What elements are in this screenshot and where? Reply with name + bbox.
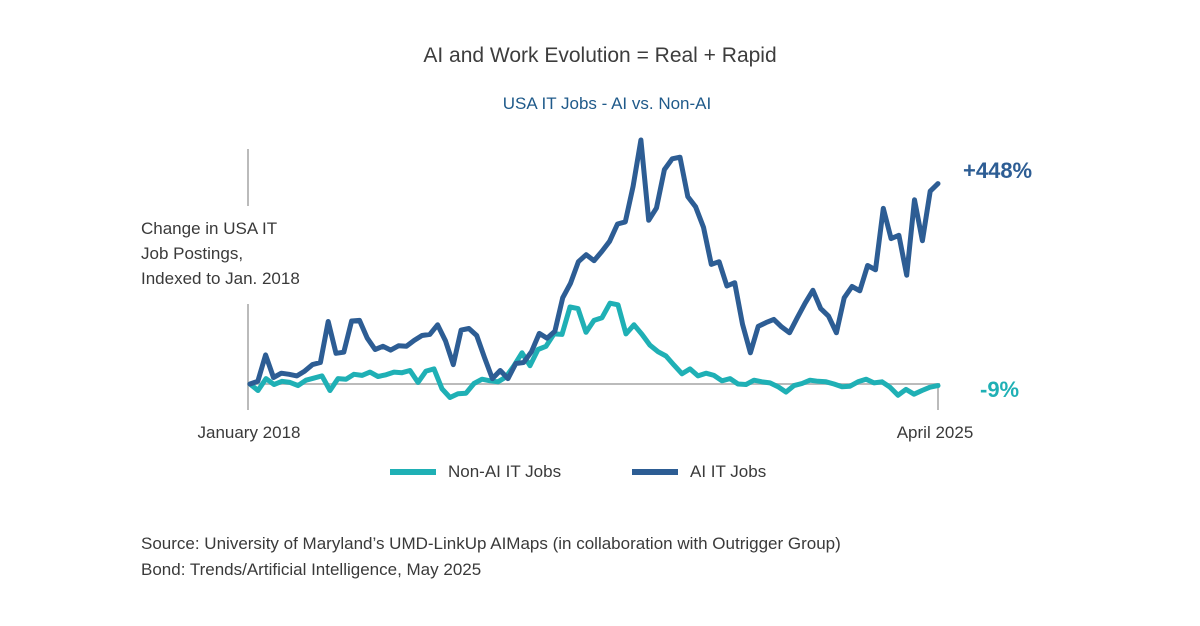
x-tick-label-start: January 2018 bbox=[197, 423, 300, 442]
page-title: AI and Work Evolution = Real + Rapid bbox=[423, 44, 777, 67]
legend: Non-AI IT Jobs AI IT Jobs bbox=[0, 462, 1200, 486]
legend-label-non-ai: Non-AI IT Jobs bbox=[448, 462, 562, 481]
legend-item-ai: AI IT Jobs bbox=[632, 462, 766, 482]
chart-title: USA IT Jobs - AI vs. Non-AI bbox=[502, 94, 712, 113]
source-line-2: Bond: Trends/Artificial Intelligence, Ma… bbox=[141, 560, 482, 579]
y-axis-label-line-2: Job Postings, bbox=[141, 244, 244, 263]
source-note: Source: University of Maryland’s UMD-Lin… bbox=[141, 531, 841, 583]
ai-end-label: +448% bbox=[963, 158, 1032, 183]
legend-swatch-non-ai bbox=[390, 469, 436, 475]
non-ai-end-label: -9% bbox=[980, 377, 1019, 402]
legend-swatch-ai bbox=[632, 469, 678, 475]
legend-label-ai: AI IT Jobs bbox=[690, 462, 767, 481]
source-line-1: Source: University of Maryland’s UMD-Lin… bbox=[141, 534, 841, 553]
y-axis-label: Change in USA IT Job Postings, Indexed t… bbox=[141, 216, 300, 291]
legend-item-non-ai: Non-AI IT Jobs bbox=[390, 462, 561, 482]
x-tick-label-end: April 2025 bbox=[897, 423, 974, 442]
series-line-ai-it-jobs bbox=[247, 137, 941, 387]
y-axis-label-line-3: Indexed to Jan. 2018 bbox=[141, 269, 300, 288]
y-axis-label-line-1: Change in USA IT bbox=[141, 219, 278, 238]
series-line-non-ai-it-jobs bbox=[247, 300, 941, 400]
